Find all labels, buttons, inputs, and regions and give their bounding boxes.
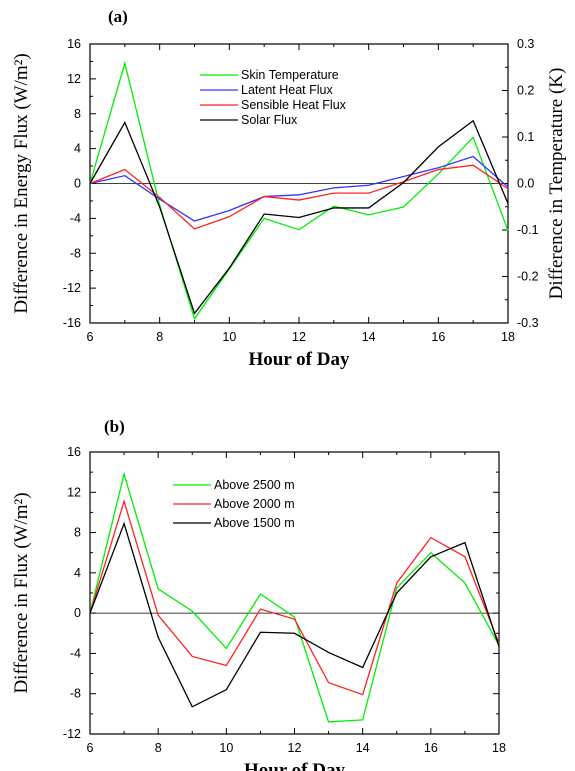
y-axis-label: Difference in Flux (W/m²) <box>11 492 32 693</box>
x-tick-label: 10 <box>219 741 233 755</box>
x-tick-label: 14 <box>362 330 376 344</box>
y-right-tick-label: -0.3 <box>517 316 539 330</box>
y-axis-label: Difference in Energy Flux (W/m²) <box>11 53 32 313</box>
x-tick-label: 8 <box>155 741 162 755</box>
panel-label: (a) <box>108 7 128 26</box>
series-line-3 <box>89 164 509 230</box>
y-tick-label: 4 <box>74 142 81 156</box>
x-tick-label: 6 <box>87 741 94 755</box>
x-tick-label: 6 <box>87 330 94 344</box>
x-tick-label: 12 <box>288 741 302 755</box>
y-right-axis-label: Difference in Temperature (K) <box>546 68 567 300</box>
x-tick-label: 18 <box>492 741 506 755</box>
y-tick-label: -8 <box>70 687 81 701</box>
y-right-tick-label: 0.1 <box>517 130 534 144</box>
x-tick-label: 12 <box>292 330 306 344</box>
x-tick-label: 10 <box>222 330 236 344</box>
chart-panel-b: (b) 6 8 10 12 14 16 18 16 12 8 4 0 -4 -8 -12 Hour of Day… <box>11 417 506 771</box>
y-tick-label: 0 <box>74 606 81 620</box>
x-axis-label: Hour of Day <box>249 349 350 370</box>
x-tick-label: 8 <box>156 330 163 344</box>
x-tick-label: 16 <box>424 741 438 755</box>
y-tick-label: -4 <box>70 646 81 660</box>
y-tick-label: 0 <box>74 177 81 191</box>
series-line-3 <box>89 521 500 708</box>
y-tick-label: -8 <box>70 246 81 260</box>
y-tick-label: 12 <box>67 485 81 499</box>
series-line-1 <box>89 60 509 321</box>
y-tick-label: 4 <box>74 566 81 580</box>
panel-label: (b) <box>104 417 125 436</box>
legend-label: Above 1500 m <box>214 516 295 530</box>
legend-label: Latent Heat Flux <box>241 83 333 97</box>
x-tick-label: 18 <box>501 330 515 344</box>
y-right-tick-label: 0.0 <box>517 177 534 191</box>
y-tick-label: 16 <box>67 37 81 51</box>
y-right-tick-label: -0.2 <box>517 270 539 284</box>
y-tick-label: 16 <box>67 445 81 459</box>
chart-panel-a: (a) 6 8 10 12 14 16 18 16 12 8 4 0 -4 -8 -12 -16 0.3 0.2 0.… <box>11 7 567 370</box>
y-right-tick-label: 0.3 <box>517 37 534 51</box>
series-line-2 <box>89 499 500 696</box>
legend-label: Skin Temperature <box>241 68 339 82</box>
y-tick-label: -16 <box>63 316 81 330</box>
legend-label: Sensible Heat Flux <box>241 98 347 112</box>
x-tick-label: 16 <box>431 330 445 344</box>
y-tick-label: -12 <box>63 727 81 741</box>
legend-label: Above 2000 m <box>214 497 295 511</box>
x-tick-label: 14 <box>356 741 370 755</box>
y-tick-label: -12 <box>63 281 81 295</box>
x-axis-label: Hour of Day <box>244 760 345 771</box>
series-line-1 <box>89 471 500 723</box>
legend-label: Above 2500 m <box>214 478 295 492</box>
y-right-tick-label: -0.1 <box>517 223 539 237</box>
y-tick-label: -4 <box>70 211 81 225</box>
series-line-4 <box>89 119 509 315</box>
y-tick-label: 8 <box>74 107 81 121</box>
y-right-tick-label: 0.2 <box>517 84 534 98</box>
series-line-2 <box>89 155 509 222</box>
y-tick-label: 8 <box>74 526 81 540</box>
y-tick-label: 12 <box>67 72 81 86</box>
legend-label: Solar Flux <box>241 113 298 127</box>
